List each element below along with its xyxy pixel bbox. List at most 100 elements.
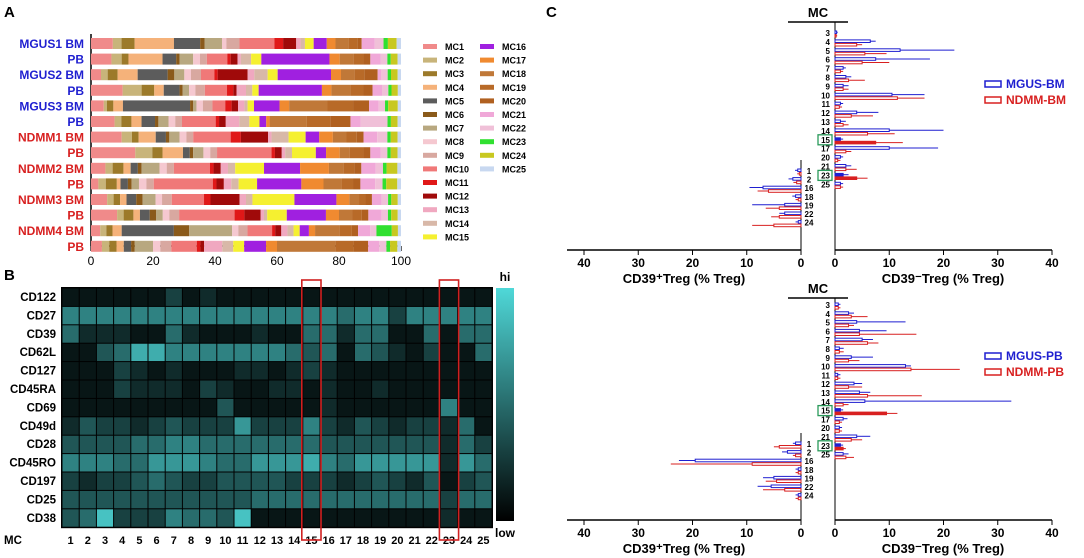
panel-c-bar bbox=[834, 434, 858, 439]
heatmap-column-label: 5 bbox=[136, 535, 142, 547]
stacked-bar-segment bbox=[376, 225, 392, 237]
panel-a-x-tick-label: 40 bbox=[208, 254, 222, 268]
heatmap-cell bbox=[320, 325, 337, 343]
heatmap-cell bbox=[200, 325, 217, 343]
stacked-bar-segment bbox=[137, 69, 168, 81]
stacked-bar-segment bbox=[391, 69, 398, 81]
panel-c-cluster-label: 25 bbox=[821, 451, 830, 460]
panel-a-row-label: NDMM2 BM bbox=[18, 162, 84, 176]
stacked-bar-segment bbox=[299, 225, 309, 237]
heatmap-cell bbox=[372, 306, 389, 325]
stacked-bar-segment bbox=[106, 100, 114, 112]
heatmap-cell bbox=[389, 362, 406, 380]
legend-label: MC8 bbox=[445, 137, 464, 147]
heatmap-cell bbox=[131, 472, 148, 490]
stacked-bar-segment bbox=[123, 240, 132, 252]
stacked-bar-segment bbox=[326, 38, 336, 49]
panel-c-left-tick-label: 40 bbox=[577, 526, 591, 540]
panel-c-bar bbox=[797, 470, 802, 475]
panel-c-bar bbox=[834, 92, 893, 97]
heatmap-row-label: CD28 bbox=[27, 439, 57, 451]
stacked-bar-segment bbox=[386, 162, 398, 174]
stacked-bar-segment bbox=[131, 131, 139, 143]
stacked-bar-segment bbox=[227, 53, 231, 65]
heatmap-cell bbox=[320, 454, 337, 472]
stacked-bar-segment bbox=[107, 69, 118, 81]
heatmap-cell bbox=[286, 454, 303, 472]
heatmap-cell bbox=[251, 454, 268, 472]
panel-c-bar bbox=[834, 30, 838, 35]
panel-c-bar bbox=[834, 110, 858, 115]
heatmap-cell bbox=[251, 509, 268, 527]
heatmap-column-label: 20 bbox=[391, 535, 403, 547]
panel-c-cluster-label: 19 bbox=[805, 201, 814, 210]
stacked-bar-segment bbox=[246, 194, 253, 205]
panel-c-right-tick-label: 10 bbox=[883, 256, 897, 270]
stacked-bar-segment bbox=[159, 162, 167, 174]
heatmap-cell bbox=[234, 490, 251, 509]
stacked-bar-segment bbox=[341, 178, 354, 190]
stacked-bar-segment bbox=[350, 84, 364, 96]
stacked-bar-segment bbox=[238, 178, 258, 190]
stacked-bar-segment bbox=[91, 178, 99, 190]
stacked-bar-segment bbox=[121, 38, 135, 49]
heatmap-cell bbox=[475, 490, 492, 509]
stacked-bar-segment bbox=[131, 178, 139, 190]
heatmap-column-label: 8 bbox=[188, 535, 194, 547]
heatmap-cell bbox=[114, 306, 131, 325]
panel-c-bar bbox=[834, 355, 852, 359]
heatmap-cell bbox=[286, 380, 303, 398]
heatmap-cell bbox=[320, 509, 337, 527]
stacked-bar-segment bbox=[179, 53, 194, 65]
stacked-bar-segment bbox=[225, 100, 232, 112]
panel-c-bar bbox=[834, 429, 840, 433]
legend-label: MC14 bbox=[445, 219, 469, 229]
stacked-bar-segment bbox=[112, 225, 122, 237]
panel-c-cluster-label: 10 bbox=[821, 91, 830, 100]
stacked-bar-segment bbox=[271, 147, 275, 159]
panel-c-cluster-label: 16 bbox=[805, 457, 814, 466]
heatmap-cell bbox=[131, 362, 148, 380]
stacked-bar-segment bbox=[380, 147, 388, 159]
stacked-bar-segment bbox=[377, 131, 388, 143]
stacked-bar-segment bbox=[331, 69, 341, 81]
stacked-bar-segment bbox=[126, 194, 137, 205]
stacked-bar-segment bbox=[193, 100, 197, 112]
heatmap-cell bbox=[337, 380, 354, 398]
heatmap-column-label: 22 bbox=[426, 535, 438, 547]
stacked-bar-segment bbox=[279, 100, 290, 112]
heatmap-cell bbox=[182, 288, 200, 306]
panel-c-legend-label: NDMM-BM bbox=[1006, 93, 1066, 107]
panel-c-cluster-label: 9 bbox=[826, 354, 831, 363]
heatmap-cell bbox=[320, 435, 337, 454]
panel-c-bar bbox=[834, 385, 850, 389]
panel-c-cluster-label: 3 bbox=[826, 301, 831, 310]
stacked-bar-segment bbox=[225, 116, 240, 127]
stacked-bar-segment bbox=[390, 240, 398, 252]
panel-c-cluster-label: 6 bbox=[826, 56, 831, 65]
heatmap-cell bbox=[165, 398, 182, 417]
stacked-bar-segment bbox=[182, 84, 190, 96]
stacked-bar-segment bbox=[121, 225, 174, 237]
stacked-bar-segment bbox=[261, 53, 330, 65]
heatmap-cell bbox=[200, 435, 217, 454]
heatmap-cell bbox=[96, 435, 114, 454]
panel-a-row-label: MGUS3 BM bbox=[19, 99, 84, 113]
panel-label-b: B bbox=[4, 267, 15, 284]
stacked-bar-segment bbox=[332, 131, 347, 143]
stacked-bar-segment bbox=[374, 38, 384, 49]
legend-label: MC13 bbox=[445, 205, 469, 215]
stacked-bar-segment bbox=[176, 53, 180, 65]
stacked-bar-segment bbox=[113, 100, 123, 112]
stacked-bar-segment bbox=[139, 209, 150, 221]
stacked-bar-segment bbox=[356, 131, 364, 143]
stacked-bar-segment bbox=[368, 240, 380, 252]
heatmap-cell bbox=[79, 398, 96, 417]
panel-c-bar bbox=[778, 206, 802, 210]
heatmap-cell bbox=[62, 454, 79, 472]
heatmap-cell bbox=[406, 417, 423, 435]
legend-swatch bbox=[423, 193, 437, 199]
heatmap-cell bbox=[286, 472, 303, 490]
panel-c-cluster-label: 8 bbox=[826, 345, 831, 354]
heatmap-cell bbox=[372, 343, 389, 362]
